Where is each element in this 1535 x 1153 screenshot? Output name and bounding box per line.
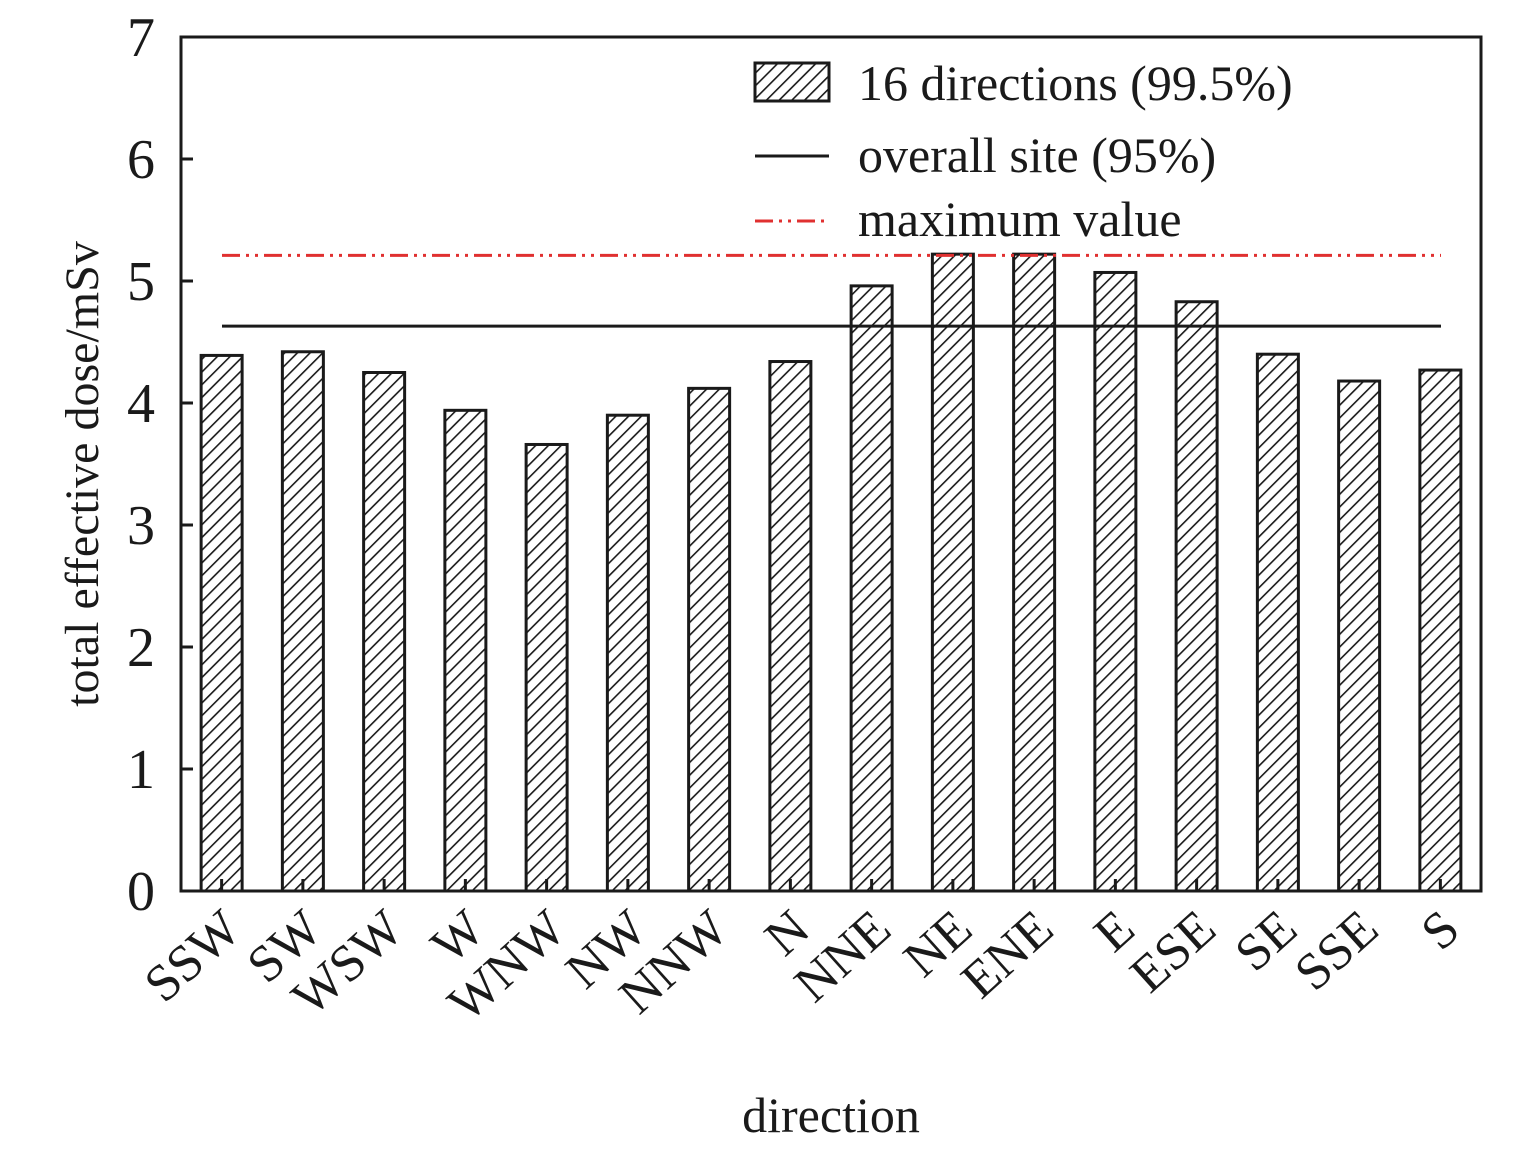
x-tick-label: S (1411, 900, 1471, 962)
bar-sw (280, 350, 325, 893)
x-axis-label: direction (742, 1087, 920, 1143)
y-tick-label: 0 (127, 861, 155, 923)
y-tick-label: 4 (127, 373, 155, 435)
x-tick-label: ESE (1120, 900, 1227, 1004)
bar-ese (1174, 300, 1219, 893)
legend-swatch-bars (753, 61, 831, 103)
x-tick-label: SSE (1284, 900, 1389, 1002)
bar-se (1255, 352, 1300, 893)
x-tick-label: NNE (784, 900, 902, 1014)
bar-nnw (687, 386, 732, 893)
bar-wsw (362, 371, 407, 893)
plot-frame (179, 35, 1483, 893)
bars-group (199, 252, 1463, 893)
bar-e (1093, 270, 1138, 893)
bar-s (1418, 368, 1463, 893)
bar-nw (605, 413, 650, 893)
y-tick-label: 1 (127, 739, 155, 801)
reference-lines-group (222, 253, 1441, 328)
y-tick-label: 3 (127, 495, 155, 557)
y-tick-label: 6 (127, 129, 155, 191)
bar-n (768, 360, 813, 893)
y-tick-label: 7 (127, 7, 155, 69)
bar-nne (849, 284, 894, 893)
y-axis: 0 1 2 3 4 5 6 7 (127, 7, 193, 923)
bar-ssw (199, 353, 244, 893)
legend: 16 directions (99.5%) overall site (95%)… (753, 55, 1293, 247)
bar-sse (1337, 379, 1382, 893)
bar-ene (1012, 252, 1057, 893)
bar-ne (930, 252, 975, 893)
y-tick-label: 2 (127, 617, 155, 679)
y-axis-label: total effective dose/mSv (56, 241, 109, 707)
bar-w (443, 408, 488, 893)
legend-label-overall-site: overall site (95%) (858, 127, 1216, 183)
x-tick-label: ENE (951, 900, 1064, 1010)
bar-wnw (524, 442, 569, 893)
legend-label-maximum-value: maximum value (858, 191, 1182, 247)
y-tick-label: 5 (127, 251, 155, 313)
legend-label-bars: 16 directions (99.5%) (858, 55, 1293, 111)
